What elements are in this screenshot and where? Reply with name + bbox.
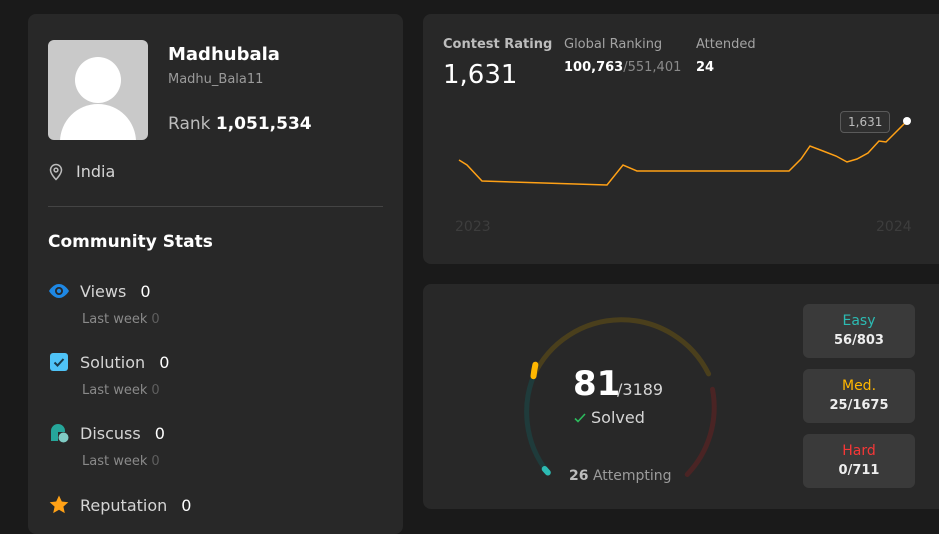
profile-name: Madhubala <box>168 44 280 65</box>
stat-value: 0 <box>181 495 192 515</box>
solved-total: /3189 <box>617 380 664 399</box>
last-week-value: 0 <box>151 383 160 398</box>
stat-value: 0 <box>154 423 165 443</box>
eye-icon <box>49 284 69 298</box>
medium-ring-fill <box>530 361 539 380</box>
star-icon <box>49 495 69 514</box>
difficulty-value: 0/711 <box>838 463 880 478</box>
medium-ring-track <box>531 317 712 379</box>
rating-chart[interactable] <box>423 14 939 264</box>
divider <box>48 206 383 207</box>
location-text: India <box>76 162 116 181</box>
contest-rating-value: 1,631 <box>443 60 518 90</box>
last-week-label: Last week <box>82 454 148 469</box>
difficulty-value: 25/1675 <box>829 398 889 413</box>
stat-solution: Solution 0 Last week 0 <box>48 351 169 398</box>
difficulty-label: Med. <box>841 378 877 394</box>
last-week-value: 0 <box>151 312 160 327</box>
last-week-value: 0 <box>151 454 160 469</box>
stat-label: Views <box>80 281 127 301</box>
stat-label: Reputation <box>80 495 168 515</box>
global-ranking-label: Global Ranking <box>564 37 663 52</box>
solved-text: Solved <box>591 408 645 427</box>
stat-last-week: Last week 0 <box>82 312 160 327</box>
difficulty-label: Hard <box>842 443 876 459</box>
rank-label: Rank <box>168 114 211 134</box>
location-pin-icon <box>49 163 63 181</box>
profile-card: Madhubala Madhu_Bala11 Rank 1,051,534 In… <box>28 14 403 534</box>
rating-line <box>458 120 908 186</box>
rating-chart-point[interactable] <box>903 117 911 125</box>
hard-ring-track <box>684 386 717 477</box>
year-label-start: 2023 <box>455 219 491 235</box>
discuss-icon <box>51 424 69 443</box>
last-week-label: Last week <box>82 312 148 327</box>
avatar-placeholder-icon <box>60 57 136 140</box>
global-ranking-value: 100,763/551,401 <box>564 60 681 75</box>
profile-location: India <box>48 162 115 181</box>
progress-ring[interactable] <box>423 284 939 509</box>
check-icon <box>574 412 586 423</box>
contest-rating-card: Contest Rating 1,631 Global Ranking 100,… <box>423 14 939 264</box>
profile-username: Madhu_Bala11 <box>168 72 264 87</box>
community-stats-title: Community Stats <box>48 232 213 252</box>
stat-value: 0 <box>140 281 151 301</box>
profile-rank: Rank 1,051,534 <box>168 114 312 134</box>
attempting-label: Attempting <box>592 468 672 484</box>
avatar[interactable] <box>48 40 148 140</box>
attempting-info: 26 Attempting <box>569 468 672 484</box>
attempting-count: 26 <box>569 468 589 484</box>
easy-ring-fill <box>541 466 551 476</box>
stat-discuss: Discuss 0 Last week 0 <box>48 422 165 469</box>
difficulty-value: 56/803 <box>834 333 884 348</box>
global-ranking-number: 100,763 <box>564 60 624 75</box>
stat-last-week: Last week 0 <box>82 454 165 469</box>
solved-label: Solved <box>573 408 645 427</box>
last-week-label: Last week <box>82 383 148 398</box>
rank-value: 1,051,534 <box>215 114 312 134</box>
stat-value: 0 <box>159 352 170 372</box>
rating-tooltip: 1,631 <box>840 111 891 133</box>
difficulty-medium[interactable]: Med. 25/1675 <box>803 369 915 423</box>
attended-label: Attended <box>696 37 756 52</box>
stat-last-week: Last week 0 <box>82 383 169 398</box>
solved-progress-card: 81 /3189 Solved 26 Attempting Easy 56/80… <box>423 284 939 509</box>
stat-views: Views 0 Last week 0 <box>48 280 160 327</box>
stat-reputation: Reputation 0 <box>48 494 191 516</box>
stat-label: Discuss <box>80 423 141 443</box>
attended-value: 24 <box>696 60 715 75</box>
stat-label: Solution <box>80 352 146 372</box>
contest-rating-label: Contest Rating <box>443 37 553 52</box>
difficulty-easy[interactable]: Easy 56/803 <box>803 304 915 358</box>
easy-ring-track <box>524 367 551 475</box>
solved-count: 81 <box>573 364 621 404</box>
check-square-icon <box>50 353 68 371</box>
year-label-end: 2024 <box>876 219 912 235</box>
difficulty-hard[interactable]: Hard 0/711 <box>803 434 915 488</box>
difficulty-label: Easy <box>842 313 876 329</box>
global-ranking-total: /551,401 <box>623 60 682 75</box>
